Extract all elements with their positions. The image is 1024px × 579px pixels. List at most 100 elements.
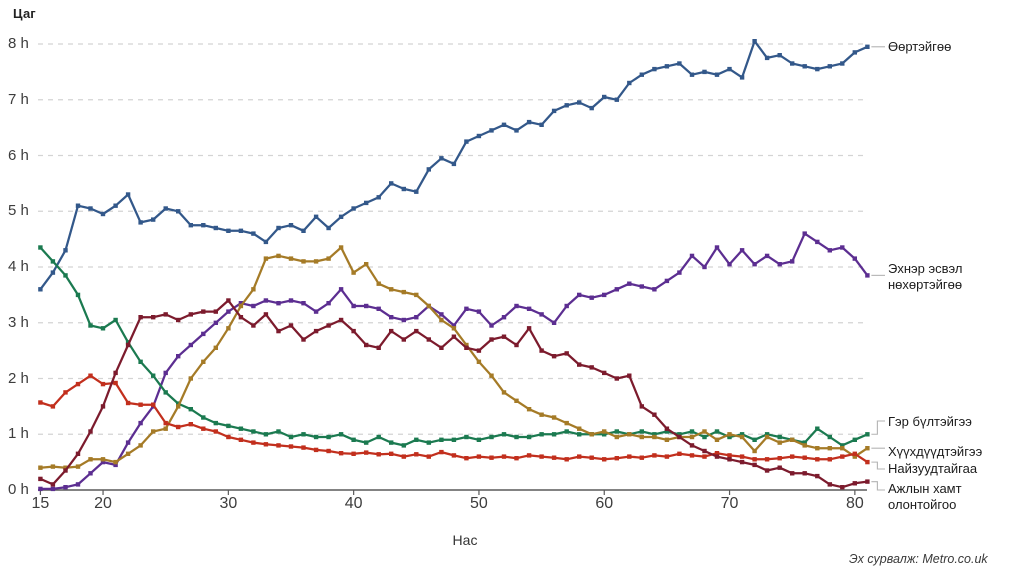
data-point-family	[577, 432, 582, 437]
data-point-coworkers	[163, 312, 168, 317]
data-point-friends	[238, 437, 244, 442]
data-point-spouse	[376, 306, 381, 311]
y-tick-label: 8 h	[8, 35, 29, 52]
x-tick-label: 30	[219, 495, 238, 512]
data-point-coworkers	[526, 326, 532, 331]
data-point-coworkers	[802, 471, 807, 476]
data-point-family	[827, 434, 832, 440]
data-point-alone	[188, 223, 193, 228]
data-point-alone	[752, 39, 757, 44]
data-point-friends	[125, 400, 131, 406]
data-point-alone	[100, 211, 106, 217]
data-point-alone	[263, 239, 269, 245]
data-point-coworkers	[301, 337, 306, 342]
data-point-friends	[689, 453, 695, 458]
data-point-spouse	[263, 298, 269, 303]
data-point-friends	[326, 448, 331, 454]
data-point-coworkers	[627, 373, 632, 378]
data-point-children	[689, 434, 695, 440]
data-point-family	[276, 429, 281, 434]
data-point-spouse	[88, 471, 93, 476]
data-point-coworkers	[476, 348, 482, 353]
data-point-coworkers	[602, 370, 607, 376]
data-point-friends	[526, 453, 532, 458]
data-point-family	[727, 434, 732, 440]
data-point-spouse	[840, 245, 845, 250]
data-point-spouse	[100, 459, 106, 465]
data-point-coworkers	[313, 328, 319, 334]
data-point-children	[639, 434, 644, 440]
series-label-coworkers: Ажлын хамт олонтойгоо	[888, 481, 962, 512]
data-point-alone	[125, 192, 131, 197]
data-point-coworkers	[577, 362, 582, 367]
data-point-family	[639, 429, 644, 434]
data-point-family	[176, 401, 181, 406]
data-point-alone	[489, 128, 494, 133]
data-point-children	[526, 407, 532, 412]
data-point-children	[777, 440, 782, 445]
data-point-coworkers	[188, 312, 193, 317]
data-point-alone	[514, 128, 519, 133]
data-point-spouse	[476, 309, 482, 314]
data-point-children	[313, 259, 319, 264]
data-point-friends	[815, 457, 820, 462]
series-label-spouse: Эхнэр эсвэл нөхөртэйгөө	[888, 261, 963, 292]
data-point-alone	[627, 80, 632, 86]
data-point-children	[439, 317, 444, 323]
data-point-children	[301, 259, 306, 264]
data-point-alone	[652, 66, 657, 72]
data-point-friends	[251, 440, 256, 445]
data-point-friends	[439, 449, 444, 455]
data-point-family	[439, 437, 444, 442]
data-point-family	[614, 429, 619, 434]
data-point-friends	[138, 402, 143, 407]
data-point-spouse	[564, 303, 569, 309]
data-point-alone	[689, 72, 695, 77]
data-point-alone	[38, 287, 43, 292]
data-point-family	[802, 440, 807, 445]
data-point-coworkers	[226, 298, 231, 303]
data-point-spouse	[364, 303, 369, 309]
data-point-children	[276, 253, 281, 259]
data-point-friends	[752, 457, 757, 462]
data-point-children	[451, 326, 457, 331]
data-point-children	[50, 464, 56, 469]
data-point-coworkers	[276, 328, 281, 334]
data-point-spouse	[213, 320, 218, 325]
series-label-children: Хүүхдүүдтэйгээ	[888, 444, 983, 459]
data-point-family	[739, 432, 745, 437]
data-point-family	[702, 434, 707, 440]
data-point-family	[263, 432, 269, 437]
data-point-children	[38, 465, 43, 470]
data-point-friends	[840, 454, 845, 459]
data-point-spouse	[489, 323, 494, 328]
data-point-spouse	[414, 315, 419, 320]
data-point-coworkers	[213, 309, 218, 314]
data-point-alone	[364, 200, 369, 206]
data-point-friends	[852, 451, 857, 456]
data-point-family	[75, 292, 81, 298]
data-point-spouse	[777, 262, 782, 267]
data-point-coworkers	[501, 334, 507, 339]
data-point-children	[815, 446, 820, 451]
data-point-friends	[464, 456, 469, 461]
data-point-alone	[526, 119, 532, 125]
data-point-alone	[577, 100, 582, 105]
data-point-alone	[151, 217, 156, 222]
data-point-coworkers	[614, 376, 619, 381]
y-tick-label: 3 h	[8, 313, 29, 331]
data-point-family	[514, 434, 519, 440]
data-point-friends	[739, 454, 745, 459]
data-point-alone	[802, 64, 807, 69]
data-point-children	[577, 426, 582, 431]
y-tick-label: 2 h	[8, 369, 29, 387]
data-point-friends	[263, 442, 269, 447]
data-point-friends	[589, 455, 594, 460]
data-point-friends	[100, 381, 106, 387]
data-point-coworkers	[677, 434, 682, 440]
data-point-friends	[664, 454, 670, 459]
data-point-coworkers	[777, 465, 782, 470]
data-point-spouse	[338, 287, 344, 292]
data-point-friends	[351, 451, 356, 456]
